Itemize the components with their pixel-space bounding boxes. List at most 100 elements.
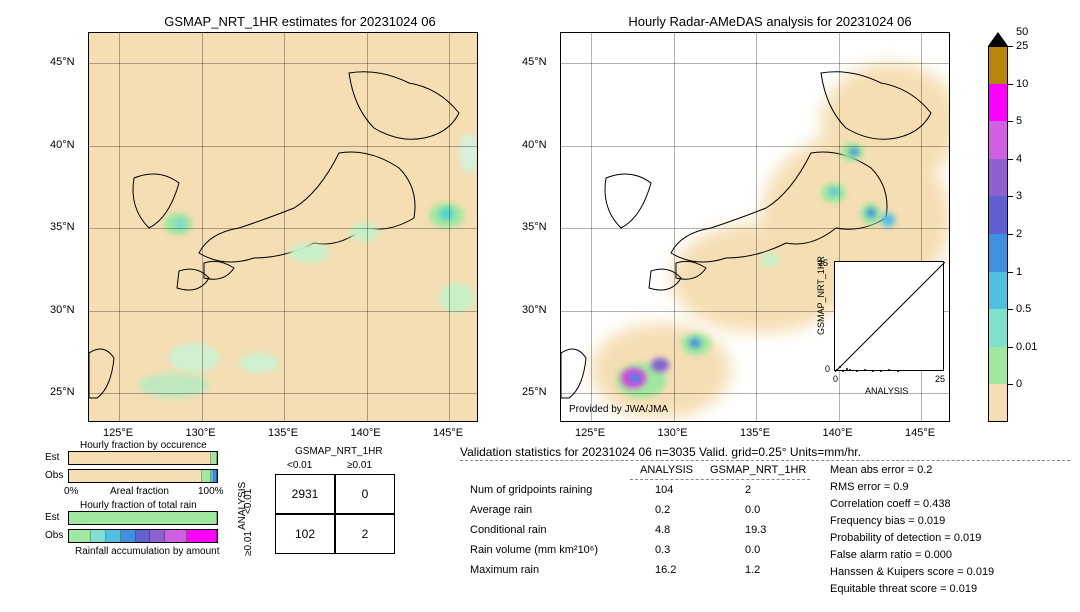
lat-tick-label: 35°N — [522, 221, 547, 233]
lat-tick-label: 25°N — [522, 386, 547, 398]
fraction-segment — [69, 530, 91, 542]
rain-blob — [439, 283, 474, 313]
validation-row-value: 2 — [745, 484, 751, 496]
gridline — [367, 33, 368, 421]
fraction-segment — [165, 530, 187, 542]
coastline-left — [89, 33, 477, 421]
lon-tick-label: 145°E — [905, 427, 935, 439]
fraction-total-est-bar — [68, 511, 218, 525]
colorbar-arrow — [988, 32, 1008, 46]
colorbar-tick-label: 1 — [1016, 266, 1022, 278]
ct-cell-0: 2931 — [275, 474, 335, 514]
colorbar-tick-label: 50 — [1016, 26, 1028, 38]
est-label-1: Est — [45, 452, 59, 463]
rain-blob — [289, 243, 329, 263]
ct-cell-1: 0 — [335, 474, 395, 514]
ct-col-h2: ≥0.01 — [347, 460, 372, 471]
colorbar-segment — [988, 159, 1008, 197]
validation-stat: Equitable threat score = 0.019 — [830, 583, 977, 595]
validation-row-value: 0.3 — [655, 544, 670, 556]
gridline — [561, 146, 949, 147]
colorbar-tick-label: 2 — [1016, 228, 1022, 240]
colorbar-segment — [988, 309, 1008, 347]
fraction-occurence-title: Hourly fraction by occurence — [80, 440, 207, 451]
colorbar-tick-label: 25 — [1016, 40, 1028, 52]
fraction-segment — [121, 530, 136, 542]
gridline — [284, 33, 285, 421]
fraction-total-title: Hourly fraction of total rain — [80, 500, 197, 511]
fraction-segment — [69, 470, 202, 482]
fraction-occurence-obs-bar — [68, 469, 218, 483]
lat-tick-label: 30°N — [522, 304, 547, 316]
scatter-tick-25y: 25 — [818, 258, 828, 268]
scatter-tick-0x: 0 — [833, 374, 838, 384]
rainfall-accum-label: Rainfall accumulation by amount — [75, 546, 220, 557]
rain-blob — [169, 343, 219, 373]
validation-row-label: Rain volume (mm km²10⁶) — [470, 544, 598, 556]
fraction-segment — [187, 530, 217, 542]
colorbar-segment — [988, 196, 1008, 234]
lon-tick-label: 125°E — [103, 427, 133, 439]
lon-tick-label: 140°E — [823, 427, 853, 439]
lat-tick-label: 25°N — [50, 386, 75, 398]
rain-blob — [349, 223, 379, 241]
fraction-total-obs-bar — [68, 529, 218, 543]
gridline — [89, 146, 477, 147]
validation-row-value: 16.2 — [655, 564, 676, 576]
fraction-segment — [150, 530, 165, 542]
fraction-segment — [214, 470, 217, 482]
gridline — [561, 63, 949, 64]
colorbar-segment — [988, 347, 1008, 385]
validation-stat: Correlation coeff = 0.438 — [830, 498, 951, 510]
est-label-2: Est — [45, 512, 59, 523]
rain-blob — [139, 373, 209, 398]
lon-tick-label: 135°E — [268, 427, 298, 439]
rain-blob — [849, 148, 859, 156]
right-map-panel: Provided by JWA/JMA — [560, 32, 950, 422]
colorbar: 502510543210.50.010 — [988, 32, 1008, 46]
fraction-segment — [91, 530, 106, 542]
validation-row-label: Average rain — [470, 504, 532, 516]
frac-x-left: 0% — [64, 486, 78, 497]
rain-blob — [239, 353, 279, 373]
left-map-title: GSMAP_NRT_1HR estimates for 20231024 06 — [150, 14, 450, 29]
colorbar-tick-label: 3 — [1016, 190, 1022, 202]
validation-stat: Hanssen & Kuipers score = 0.019 — [830, 566, 994, 578]
gridline — [89, 393, 477, 394]
lat-tick-label: 35°N — [50, 221, 75, 233]
gridline — [89, 228, 477, 229]
fraction-segment — [69, 512, 217, 524]
gridline — [591, 33, 592, 421]
validation-row-label: Maximum rain — [470, 564, 539, 576]
rain-blob — [459, 133, 477, 173]
gridline — [119, 33, 120, 421]
validation-stat: Probability of detection = 0.019 — [830, 532, 981, 544]
validation-row-value: 0.0 — [745, 504, 760, 516]
gridline — [89, 311, 477, 312]
lon-tick-label: 125°E — [575, 427, 605, 439]
validation-cols-underline — [630, 479, 810, 480]
right-map-title: Hourly Radar-AMeDAS analysis for 2023102… — [600, 14, 940, 29]
frac-x-middle: Areal fraction — [110, 486, 169, 497]
colorbar-tick-label: 4 — [1016, 153, 1022, 165]
colorbar-segment — [988, 234, 1008, 272]
validation-col1: ANALYSIS — [640, 464, 693, 476]
validation-row-label: Conditional rain — [470, 524, 546, 536]
obs-label-2: Obs — [45, 530, 63, 541]
frac-x-right: 100% — [198, 486, 224, 497]
obs-label-1: Obs — [45, 470, 63, 481]
rain-blob — [629, 373, 641, 383]
fraction-segment — [69, 452, 211, 464]
rain-blob — [761, 253, 779, 267]
lat-tick-label: 30°N — [50, 304, 75, 316]
fraction-segment — [211, 452, 217, 464]
ct-col-h1: <0.01 — [287, 460, 312, 471]
validation-underline — [460, 460, 1070, 461]
lon-tick-label: 135°E — [740, 427, 770, 439]
validation-row-label: Num of gridpoints raining — [470, 484, 592, 496]
ct-cell-3: 2 — [335, 514, 395, 554]
validation-row-value: 0.2 — [655, 504, 670, 516]
fraction-segment — [106, 530, 121, 542]
validation-row-value: 4.8 — [655, 524, 670, 536]
lon-tick-label: 145°E — [433, 427, 463, 439]
